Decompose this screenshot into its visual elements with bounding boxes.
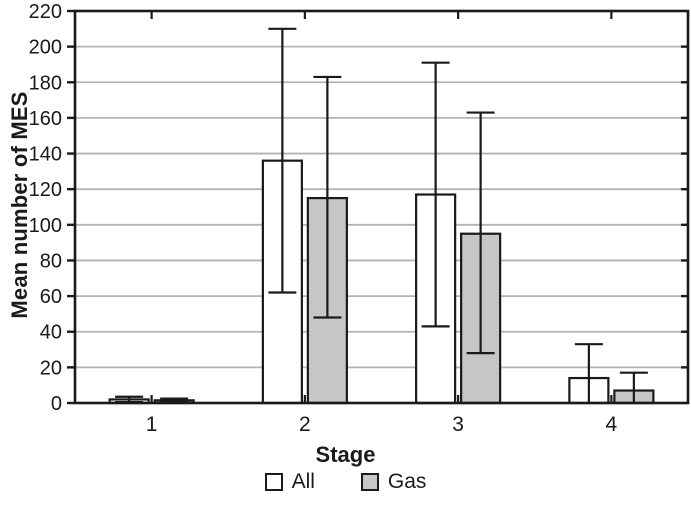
y-tick-label: 120: [29, 179, 62, 201]
y-tick-label: 100: [29, 215, 62, 237]
x-category-label: 4: [606, 413, 618, 436]
plot-border: [73, 9, 690, 405]
y-tick-label: 40: [40, 322, 62, 344]
y-tick-label: 140: [29, 144, 62, 166]
y-tick-label: 80: [40, 250, 62, 272]
x-category-label: 2: [299, 413, 311, 436]
y-tick-label: 180: [29, 72, 62, 94]
legend-swatch-gas-icon: [360, 472, 379, 491]
y-tick-label: 0: [51, 393, 62, 415]
legend-label-all: All: [291, 470, 315, 493]
legend: All Gas: [0, 471, 691, 492]
y-tick-label: 160: [29, 108, 62, 130]
legend-item-gas: Gas: [360, 470, 427, 493]
y-tick-label: 220: [29, 1, 62, 23]
x-category-label: 1: [146, 413, 158, 436]
y-tick-label: 20: [40, 357, 62, 379]
x-category-label: 3: [452, 413, 464, 436]
legend-label-gas: Gas: [387, 470, 427, 493]
x-axis-title: Stage: [315, 442, 376, 467]
y-tick-label: 60: [40, 286, 62, 308]
y-axis-title: Mean number of MES: [7, 91, 32, 319]
y-tick-label: 200: [29, 37, 62, 59]
legend-item-all: All: [264, 470, 315, 493]
legend-swatch-all-icon: [264, 472, 283, 491]
